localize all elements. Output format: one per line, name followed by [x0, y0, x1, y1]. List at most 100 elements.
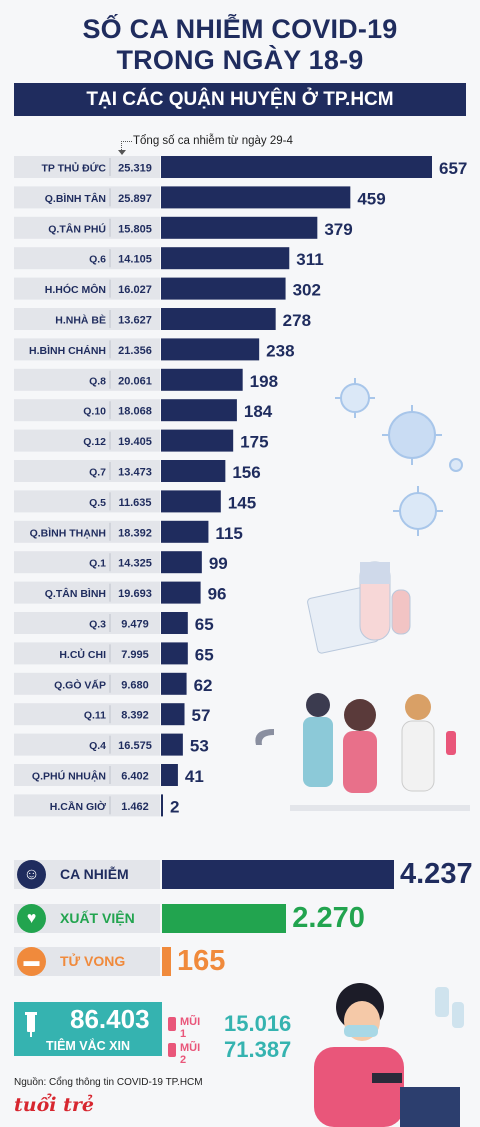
district-label-box: [14, 642, 160, 665]
deaths-bar: [162, 947, 172, 976]
cumulative-value: 9.680: [121, 679, 149, 691]
title-line-2: TRONG NGÀY 18-9: [116, 45, 364, 75]
bar-value-label: 238: [266, 341, 294, 360]
district-label: Q.10: [83, 406, 106, 418]
district-label-box: [14, 551, 160, 574]
cumulative-value: 6.402: [121, 771, 149, 783]
district-bar-chart: TP THỦ ĐỨC 25.319 657 Q.BÌNH TÂN 25.897 459 Q.…: [14, 156, 467, 817]
bar-value-label: 657: [439, 159, 467, 178]
cumulative-value: 16.575: [118, 740, 152, 752]
cumulative-value: 18.068: [118, 406, 152, 418]
tuoi-tre-logo: tuổi trẻ: [14, 1094, 94, 1116]
district-label: Q.TÂN PHÚ: [48, 222, 106, 235]
bar-value-label: 2: [170, 797, 179, 816]
district-label: Q.3: [89, 619, 106, 631]
dose1-value: 15.016: [224, 1011, 292, 1036]
bar: [161, 368, 243, 391]
deaths-value: 165: [177, 945, 226, 977]
dose1-label: MŨI 1: [180, 1016, 201, 1040]
vaccine-label: TIÊM VẮC XIN: [45, 1039, 131, 1053]
bar-value-label: 302: [293, 281, 321, 300]
bar: [161, 429, 234, 452]
bar-value-label: 57: [192, 706, 211, 725]
vial-icon: [168, 1043, 176, 1057]
bar: [161, 733, 183, 756]
lab-illustration-icon: [307, 561, 411, 654]
cumulative-value: 16.027: [118, 284, 152, 296]
district-label-box: [14, 460, 160, 482]
district-label-box: [14, 703, 160, 726]
bar-value-label: 198: [250, 372, 278, 391]
district-label-box: [14, 672, 160, 695]
bar-value-label: 65: [195, 615, 214, 634]
vaccination-illustration-icon: [314, 983, 464, 1127]
bar: [161, 277, 286, 300]
district-label-box: [14, 581, 160, 604]
bar-value-label: 156: [232, 463, 260, 482]
cumulative-value: 21.356: [118, 345, 152, 357]
district-label: Q.TÂN BÌNH: [45, 587, 106, 600]
district-label-box: [14, 794, 160, 817]
bar-value-label: 184: [244, 402, 273, 421]
district-label-box: [14, 399, 160, 422]
vaccine-panel: 86.403 TIÊM VẮC XIN: [14, 1002, 162, 1056]
bar: [161, 764, 178, 786]
bar: [161, 612, 188, 634]
bar: [161, 642, 188, 665]
bar-value-label: 62: [194, 676, 213, 695]
cumulative-value: 14.325: [118, 558, 152, 570]
deaths-row: ▬ TỬ VONG 165: [14, 945, 466, 977]
district-label-box: [14, 429, 160, 452]
cumulative-value: 9.479: [121, 619, 149, 631]
syringe-icon: [25, 1012, 37, 1037]
bar: [161, 156, 432, 178]
page-title: SỐ CA NHIỄM COVID-19 TRONG NGÀY 18-9: [0, 14, 480, 76]
bar: [161, 520, 209, 543]
bar-value-label: 96: [208, 585, 227, 604]
source-note: Nguồn: Cổng thông tin COVID-19 TP.HCM: [14, 1077, 203, 1088]
district-label-box: [14, 764, 160, 786]
deaths-label: TỬ VONG: [60, 953, 126, 969]
district-label: Q.GÒ VẤP: [54, 678, 106, 691]
note-arrow-icon: [118, 150, 126, 155]
district-label: H.CỦ CHI: [59, 648, 106, 661]
bar-value-label: 311: [296, 250, 323, 269]
bar-value-label: 53: [190, 737, 209, 756]
district-label-box: [14, 368, 160, 391]
cumulative-value: 14.105: [118, 254, 152, 266]
district-label: Q.12: [83, 436, 106, 448]
virus-illustration-icon: [335, 378, 463, 536]
district-label: Q.1: [89, 558, 106, 570]
district-label: Q.5: [89, 497, 106, 509]
bar-value-label: 41: [185, 767, 204, 786]
district-label-box: [14, 733, 160, 756]
cumulative-value: 15.805: [118, 223, 152, 235]
district-label: Q.8: [89, 375, 106, 387]
vial-icon: [168, 1017, 176, 1031]
district-label: Q.4: [89, 740, 106, 752]
recovered-value: 2.270: [292, 902, 365, 934]
cumulative-value: 19.693: [118, 588, 152, 600]
district-label: Q.BÌNH TÂN: [45, 192, 106, 205]
bar: [161, 399, 237, 422]
district-label: Q.6: [89, 254, 106, 266]
district-label-box: [14, 520, 160, 543]
people-illustration-icon: [255, 693, 470, 811]
cumulative-value: 25.319: [118, 163, 152, 175]
district-label-box: [14, 612, 160, 634]
bar: [161, 551, 202, 574]
recovered-row: ♥ XUẤT VIỆN 2.270: [14, 902, 466, 934]
subtitle-bar: TẠI CÁC QUẬN HUYỆN Ở TP.HCM: [14, 83, 466, 116]
district-label: Q.BÌNH THẠNH: [30, 526, 106, 539]
bar: [161, 247, 290, 270]
bar-value-label: 99: [209, 554, 228, 573]
bar: [161, 703, 185, 726]
cumulative-value: 13.473: [118, 467, 152, 479]
district-label-box: [14, 216, 160, 239]
bed-icon: ▬: [17, 947, 46, 976]
bar: [161, 490, 221, 513]
bar: [161, 308, 276, 330]
district-label: TP THỦ ĐỨC: [41, 162, 106, 175]
bar-value-label: 115: [215, 524, 242, 543]
cumulative-value: 7.995: [121, 649, 149, 661]
